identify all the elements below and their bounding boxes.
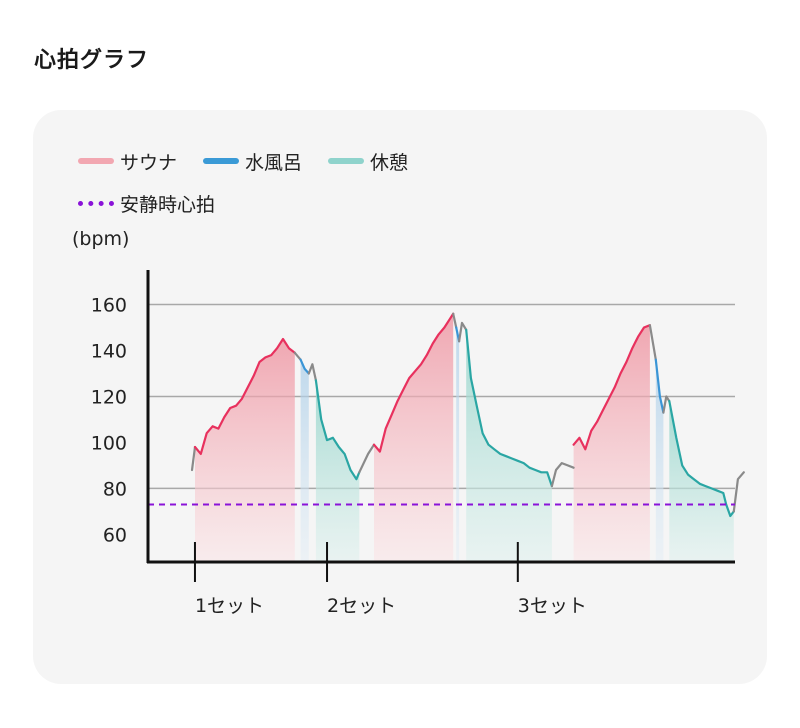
- legend-swatch-sauna: [78, 158, 114, 164]
- y-tick-label: 100: [91, 432, 127, 454]
- line-other: [452, 312, 458, 329]
- line-layer: [148, 312, 745, 518]
- area-sauna: [195, 339, 295, 562]
- axis-layer: 60 80 100 120 140 160 1セット 2セット 3セット: [91, 270, 735, 617]
- y-tick-label: 80: [103, 478, 127, 500]
- line-other: [458, 321, 468, 343]
- page-title: 心拍グラフ: [34, 48, 150, 73]
- legend-item-water-bath: 水風呂: [203, 148, 302, 175]
- area-water-bath: [655, 359, 664, 562]
- legend-label-rest: 休憩: [370, 151, 409, 174]
- line-other: [550, 462, 575, 488]
- y-tick-label: 160: [91, 294, 127, 316]
- chart-legend: サウナ 水風呂 休憩 安静時心拍: [78, 146, 434, 230]
- area-sauna: [374, 313, 454, 562]
- area-sauna: [573, 325, 650, 562]
- area-rest: [669, 401, 734, 562]
- legend-item-sauna: サウナ: [78, 148, 177, 175]
- legend-item-resting-hr: 安静時心拍: [78, 190, 215, 217]
- line-water-bath: [654, 358, 665, 414]
- y-tick-label: 120: [91, 386, 127, 408]
- line-sauna: [372, 312, 455, 453]
- area-rest: [315, 380, 360, 562]
- line-other: [293, 351, 302, 361]
- legend-label-resting-hr: 安静時心拍: [120, 193, 216, 216]
- legend-label-sauna: サウナ: [120, 151, 178, 174]
- area-rest: [466, 329, 552, 562]
- legend-swatch-water-bath: [203, 158, 240, 164]
- legend-item-rest: 休憩: [328, 148, 408, 175]
- area-water-bath: [300, 359, 309, 562]
- legend-label-water-bath: 水風呂: [245, 151, 303, 174]
- line-water-bath: [299, 358, 310, 375]
- legend-swatch-rest: [328, 158, 365, 164]
- line-rest: [314, 379, 361, 481]
- y-tick-label: 140: [91, 340, 127, 362]
- area-water-bath: [456, 327, 460, 562]
- line-other: [648, 324, 657, 361]
- line-rest: [668, 400, 735, 518]
- set-label-1: 1セット: [195, 595, 264, 617]
- y-axis-unit-label: (bpm): [72, 228, 130, 250]
- line-sauna: [193, 337, 296, 455]
- set-label-3: 3セット: [518, 595, 587, 617]
- line-rest: [465, 328, 553, 488]
- line-other: [732, 471, 745, 513]
- set-label-2: 2セット: [327, 595, 396, 617]
- line-sauna: [572, 324, 651, 451]
- line-other: [307, 363, 317, 382]
- line-other: [662, 395, 671, 414]
- area-layer: [195, 313, 734, 562]
- y-tick-label: 60: [103, 524, 127, 546]
- line-other: [358, 443, 376, 474]
- line-other: [190, 445, 197, 472]
- legend-swatch-resting-hr: [78, 200, 114, 206]
